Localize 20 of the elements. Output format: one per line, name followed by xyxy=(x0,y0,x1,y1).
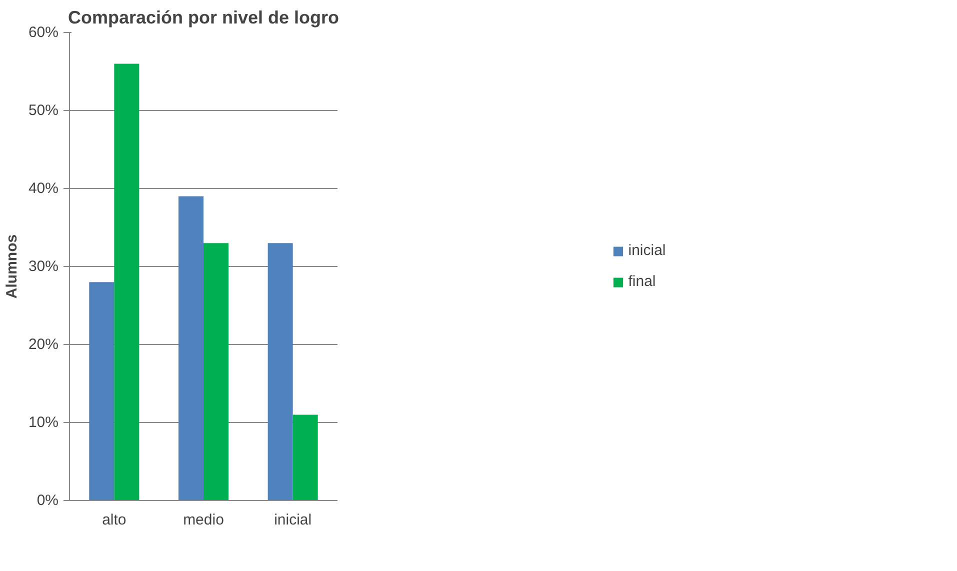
x-tick-label: alto xyxy=(102,512,126,528)
y-tick-label: 10% xyxy=(28,414,59,431)
y-tick-label: 60% xyxy=(28,24,59,41)
chart-title: Comparación por nivel de logro xyxy=(68,8,340,28)
bar xyxy=(268,243,293,500)
y-tick-label: 40% xyxy=(28,180,59,197)
bar xyxy=(89,282,114,500)
legend-label: final xyxy=(628,273,656,290)
bar xyxy=(114,64,140,500)
x-tick-label: medio xyxy=(183,512,224,528)
y-tick-label: 50% xyxy=(28,102,59,119)
x-tick-label: inicial xyxy=(274,512,312,528)
y-tick-label: 20% xyxy=(28,336,59,353)
y-tick-label: 30% xyxy=(28,258,59,275)
bar xyxy=(292,414,318,500)
y-tick-label: 0% xyxy=(36,492,59,509)
legend-label: inicial xyxy=(628,242,666,259)
bar xyxy=(178,196,204,500)
bar xyxy=(204,243,229,500)
y-axis-title: Alumnos xyxy=(3,234,20,299)
